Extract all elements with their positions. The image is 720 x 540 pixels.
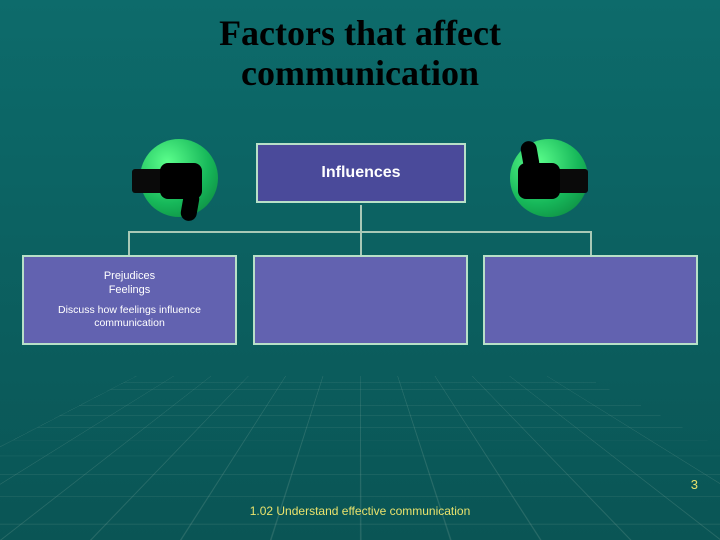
footer-text: 1.02 Understand effective communication <box>0 504 720 518</box>
connector-line <box>590 231 592 255</box>
influences-label: Influences <box>321 164 400 182</box>
connector-line <box>360 231 362 255</box>
org-diagram: Influences Prejudices Feelings Discuss h… <box>0 123 720 423</box>
slide: Factors that affect communication Influe… <box>0 0 720 540</box>
thumbs-up-icon <box>490 125 600 235</box>
thumbs-down-icon <box>120 125 230 235</box>
child-box-3 <box>483 255 698 345</box>
child-line-2: Feelings <box>109 284 151 298</box>
slide-title: Factors that affect communication <box>0 0 720 93</box>
page-number: 3 <box>691 477 698 492</box>
connector-line <box>360 205 362 231</box>
influences-box: Influences <box>256 143 466 203</box>
child-desc: Discuss how feelings influence communica… <box>30 304 229 330</box>
child-box-2 <box>253 255 468 345</box>
title-line-2: communication <box>241 53 479 93</box>
connector-line <box>128 231 590 233</box>
child-box-prejudices-feelings: Prejudices Feelings Discuss how feelings… <box>22 255 237 345</box>
child-line-1: Prejudices <box>104 270 155 284</box>
connector-line <box>128 231 130 255</box>
title-line-1: Factors that affect <box>219 13 501 53</box>
